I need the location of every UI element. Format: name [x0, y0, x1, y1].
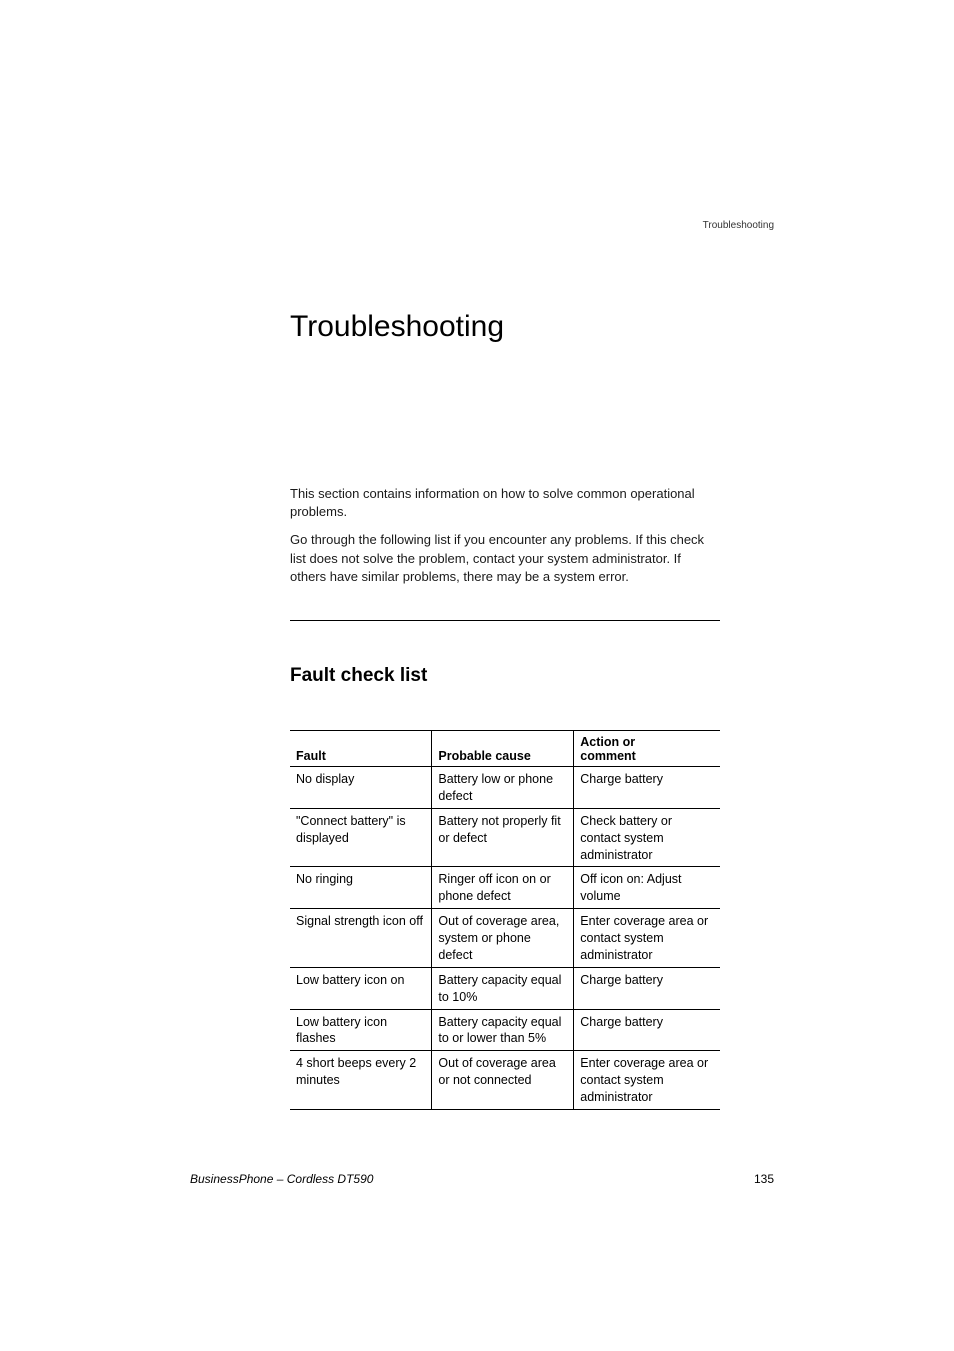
cell-action: Charge battery — [574, 967, 720, 1009]
section-heading: Fault check list — [290, 665, 427, 687]
intro-text-block: This section contains information on how… — [290, 485, 720, 596]
fault-check-table: Fault Probable cause Action or comment N… — [290, 730, 720, 1110]
cell-fault: "Connect battery" is displayed — [290, 808, 432, 867]
action-header-line1: Action or — [580, 735, 635, 749]
page-footer: BusinessPhone – Cordless DT590 135 — [190, 1172, 774, 1186]
col-header-fault: Fault — [290, 731, 432, 767]
cell-fault: 4 short beeps every 2 minutes — [290, 1051, 432, 1110]
table-row: "Connect battery" is displayed Battery n… — [290, 808, 720, 867]
cell-cause: Battery not properly fit or defect — [432, 808, 574, 867]
table-row: Low battery icon on Battery capacity equ… — [290, 967, 720, 1009]
cell-cause: Out of coverage area or not connected — [432, 1051, 574, 1110]
cell-action: Enter coverage area or contact system ad… — [574, 1051, 720, 1110]
cell-cause: Battery low or phone defect — [432, 767, 574, 809]
cell-cause: Battery capacity equal to or lower than … — [432, 1009, 574, 1051]
cell-cause: Battery capacity equal to 10% — [432, 967, 574, 1009]
page-title: Troubleshooting — [290, 310, 504, 344]
cell-action: Check battery or contact system administ… — [574, 808, 720, 867]
cell-action: Off icon on: Adjust volume — [574, 867, 720, 909]
cell-fault: Low battery icon flashes — [290, 1009, 432, 1051]
cell-action: Charge battery — [574, 767, 720, 809]
page-header-label: Troubleshooting — [703, 220, 774, 231]
table-row: Signal strength icon off Out of coverage… — [290, 909, 720, 968]
action-header-line2: comment — [580, 749, 636, 763]
footer-page-number: 135 — [754, 1172, 774, 1186]
col-header-action: Action or comment — [574, 731, 720, 767]
section-divider — [290, 620, 720, 621]
cell-fault: No ringing — [290, 867, 432, 909]
table-header-row: Fault Probable cause Action or comment — [290, 731, 720, 767]
cell-fault: Low battery icon on — [290, 967, 432, 1009]
table-row: No display Battery low or phone defect C… — [290, 767, 720, 809]
cell-cause: Ringer off icon on or phone defect — [432, 867, 574, 909]
intro-paragraph-1: This section contains information on how… — [290, 485, 720, 521]
cell-fault: Signal strength icon off — [290, 909, 432, 968]
intro-paragraph-2: Go through the following list if you enc… — [290, 531, 720, 586]
cell-action: Enter coverage area or contact system ad… — [574, 909, 720, 968]
cell-action: Charge battery — [574, 1009, 720, 1051]
table-row: Low battery icon flashes Battery capacit… — [290, 1009, 720, 1051]
table-row: No ringing Ringer off icon on or phone d… — [290, 867, 720, 909]
cell-cause: Out of coverage area, system or phone de… — [432, 909, 574, 968]
cell-fault: No display — [290, 767, 432, 809]
table-row: 4 short beeps every 2 minutes Out of cov… — [290, 1051, 720, 1110]
col-header-cause: Probable cause — [432, 731, 574, 767]
footer-doc-title: BusinessPhone – Cordless DT590 — [190, 1172, 373, 1186]
